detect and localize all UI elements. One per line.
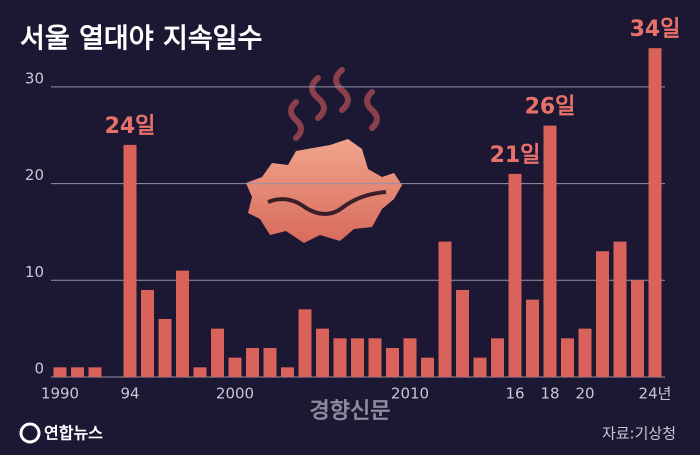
bar <box>193 367 207 377</box>
bar <box>578 328 592 377</box>
bar <box>298 309 312 377</box>
bar <box>473 357 487 377</box>
watermark: 경향신문 <box>310 398 391 424</box>
y-tick-label: 0 <box>34 360 44 378</box>
bar <box>333 338 347 377</box>
x-tick-label: 18 <box>540 385 559 403</box>
bar <box>316 328 329 377</box>
bar <box>246 347 259 377</box>
x-tick-label: 24년 <box>639 385 672 403</box>
bar <box>491 338 504 377</box>
bar <box>368 338 382 377</box>
bar <box>456 289 469 377</box>
y-tick-label: 20 <box>25 166 44 184</box>
bar <box>71 367 84 377</box>
bar <box>123 144 137 377</box>
x-tick-label: 16 <box>505 385 524 403</box>
bar <box>263 347 277 377</box>
x-tick-label: 2000 <box>216 385 254 403</box>
bar <box>211 328 224 377</box>
bar <box>631 280 644 377</box>
bar <box>526 299 539 377</box>
value-label: 21일 <box>490 143 541 168</box>
x-tick-label: 20 <box>575 385 594 403</box>
bar <box>158 318 172 377</box>
bar <box>176 270 189 377</box>
bar <box>596 251 609 377</box>
bar <box>421 357 434 377</box>
logo-icon <box>19 422 41 444</box>
bar <box>648 48 662 378</box>
logo: 연합뉴스 <box>44 424 103 443</box>
bar <box>228 357 242 377</box>
bar <box>438 241 452 377</box>
bar <box>561 338 574 377</box>
y-tick-label: 30 <box>25 69 44 87</box>
bar <box>543 125 557 378</box>
value-label: 26일 <box>525 95 576 120</box>
bar <box>88 367 102 377</box>
bar <box>53 367 67 377</box>
bar <box>386 347 399 377</box>
value-label: 24일 <box>105 114 156 139</box>
bar <box>508 173 522 377</box>
y-tick-label: 10 <box>25 263 44 281</box>
bar <box>613 241 627 377</box>
bar <box>351 338 364 377</box>
x-tick-label: 1990 <box>41 385 79 403</box>
illustration <box>246 67 402 243</box>
bar <box>403 338 417 377</box>
x-tick-label: 94 <box>120 385 139 403</box>
x-tick-label: 2010 <box>391 385 429 403</box>
bar <box>281 367 294 377</box>
value-label: 34일 <box>630 17 681 42</box>
bar <box>141 289 154 377</box>
source: 자료:기상청 <box>602 425 676 443</box>
chart-title: 서울 열대야 지속일수 <box>20 24 262 55</box>
